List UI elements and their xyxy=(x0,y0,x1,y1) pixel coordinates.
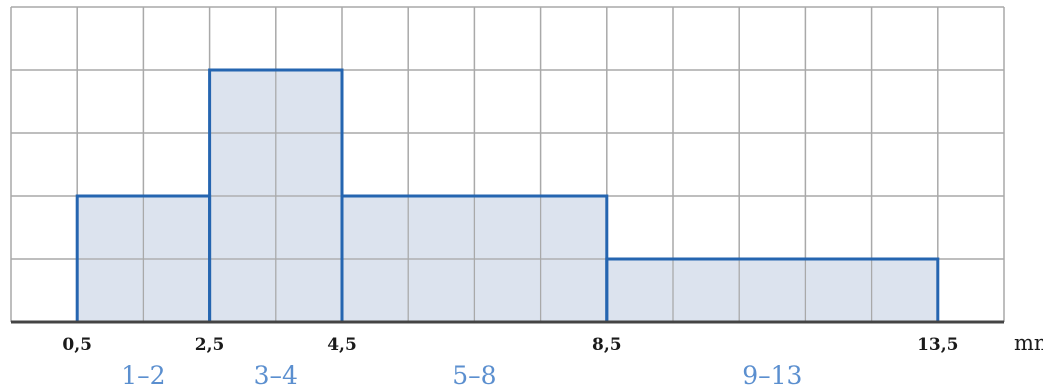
x-tick-labels: 0,5 2,5 4,5 8,5 13,5 xyxy=(62,335,958,355)
x-tick-label: 13,5 xyxy=(917,335,958,355)
bin-category-label: 3–4 xyxy=(254,361,298,390)
x-tick-label: 2,5 xyxy=(195,335,225,355)
histogram-bar-fill xyxy=(606,259,938,322)
x-tick-label: 8,5 xyxy=(592,335,622,355)
x-axis-unit-label: mm xyxy=(1014,331,1043,355)
x-tick-label: 0,5 xyxy=(62,335,92,355)
histogram-bars xyxy=(75,68,940,324)
bin-category-label: 1–2 xyxy=(121,361,165,390)
x-tick-label: 4,5 xyxy=(327,335,357,355)
bin-category-labels: 1–2 3–4 5–8 9–13 xyxy=(121,361,802,390)
bin-category-label: 5–8 xyxy=(452,361,496,390)
bin-category-label: 9–13 xyxy=(742,361,802,390)
